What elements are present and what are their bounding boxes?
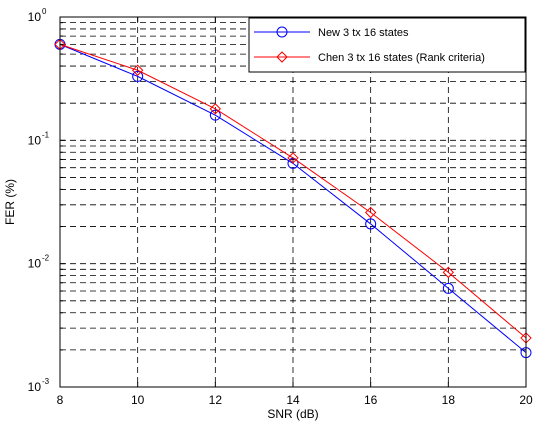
x-tick-label: 10 (131, 393, 145, 407)
y-tick-label: 10 (28, 10, 42, 24)
legend: New 3 tx 16 states Chen 3 tx 16 states (… (248, 17, 526, 73)
series-line-2 (59, 43, 527, 339)
data-point-diamond (131, 64, 144, 76)
y-tick-label-exponent: 0 (42, 7, 47, 16)
y-axis-label: FER (%) (3, 179, 17, 225)
x-tick-label: 18 (442, 393, 456, 407)
x-tick-label: 8 (57, 393, 64, 407)
data-point-diamond (442, 266, 455, 279)
x-tick-label: 20 (519, 393, 533, 407)
data-point-diamond (364, 206, 377, 219)
data-point-circle (209, 109, 221, 121)
data-point-diamond (287, 152, 299, 164)
series-group (54, 38, 532, 359)
y-tick-label: 10 (28, 257, 42, 271)
x-axis-label: SNR (dB) (267, 407, 318, 421)
data-point-diamond (209, 103, 222, 115)
data-point-circle (132, 70, 144, 82)
y-tick-label: 10 (28, 133, 42, 147)
y-tick-label: 10 (28, 380, 42, 394)
y-tick-label-exponent: -2 (42, 254, 50, 263)
data-point-circle (442, 282, 454, 294)
x-tick-label: 14 (286, 393, 300, 407)
legend-marker-new (276, 26, 288, 38)
y-tick-label-exponent: -1 (42, 130, 50, 139)
legend-marker-chen (276, 51, 288, 63)
y-tick-label-exponent: -3 (42, 377, 50, 386)
x-tick-label: 12 (209, 393, 223, 407)
legend-label-new: New 3 tx 16 states (318, 27, 409, 39)
legend-box (248, 17, 526, 73)
data-point-circle (365, 218, 377, 230)
legend-label-chen: Chen 3 tx 16 states (Rank criteria) (318, 52, 485, 64)
x-tick-label: 16 (364, 393, 378, 407)
